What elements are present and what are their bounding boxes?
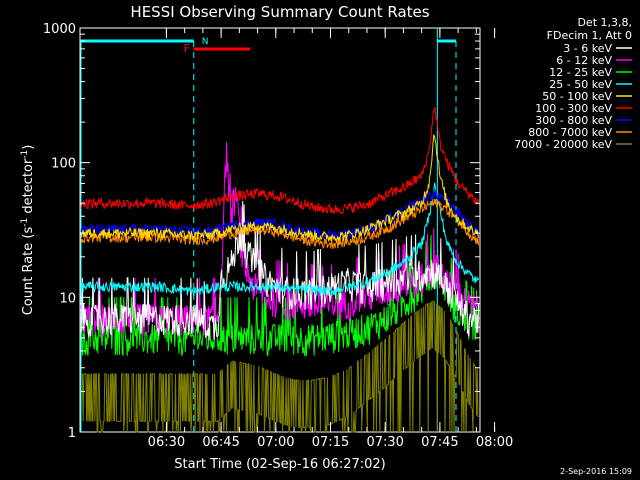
legend-label: 50 - 100 keV (542, 90, 612, 103)
y-tick-label: 100 (51, 157, 76, 172)
legend-label: 7000 - 20000 keV (514, 138, 612, 151)
x-tick-label: 08:00 (476, 435, 513, 450)
footer-timestamp: 2-Sep-2016 15:09 (560, 467, 632, 476)
x-tick-label: 07:15 (312, 435, 349, 450)
series-line (80, 134, 480, 242)
legend-label: 25 - 50 keV (549, 78, 612, 91)
x-tick-label: 07:45 (421, 435, 458, 450)
series-line (80, 182, 480, 297)
y-label-mid: detector (21, 158, 36, 218)
y-label-end: ) (21, 145, 36, 150)
legend-header-line-2: FDecim 1, Att 0 (547, 29, 632, 42)
legend-label: 300 - 800 keV (535, 114, 612, 127)
x-tick-label: 07:30 (366, 435, 403, 450)
chart-title: HESSI Observing Summary Count Rates (130, 3, 429, 21)
y-tick-label: 1 (68, 426, 76, 441)
y-tick-label: 1000 (43, 22, 76, 37)
night-marker-label: N (202, 37, 209, 47)
legend-label: 12 - 25 keV (549, 66, 612, 79)
legend-label: 6 - 12 keV (556, 54, 612, 67)
series-line (80, 234, 480, 357)
flare-marker-label: F (184, 42, 190, 55)
y-tick-label: 10 (59, 291, 76, 306)
legend-label: 3 - 6 keV (563, 42, 612, 55)
x-tick-layer: 06:30 06:45 07:00 07:15 07:30 07:45 08:00 (148, 28, 513, 450)
legend-label: 800 - 7000 keV (528, 126, 612, 139)
x-tick-label: 06:45 (202, 435, 239, 450)
legend-label: 100 - 300 keV (535, 102, 612, 115)
plot-frame (79, 27, 481, 433)
x-axis-label: Start Time (02-Sep-16 06:27:02) (174, 457, 385, 472)
series-layer (80, 107, 480, 433)
legend-header-line-1: Det 1,3,8, (577, 16, 632, 29)
y-tick-layer: 1 10 100 1000 (43, 22, 480, 441)
y-label-sup1: -1 (20, 218, 30, 227)
y-label-main: Count Rate (s (21, 227, 36, 316)
x-tick-label: 07:00 (257, 435, 294, 450)
series-line (80, 107, 480, 215)
y-axis-label: Count Rate (s-1 detector-1) (20, 145, 36, 316)
series-line (81, 300, 479, 433)
plot-area (79, 27, 481, 433)
x-tick-label: 06:30 (148, 435, 185, 450)
y-label-sup2: -1 (20, 150, 30, 159)
